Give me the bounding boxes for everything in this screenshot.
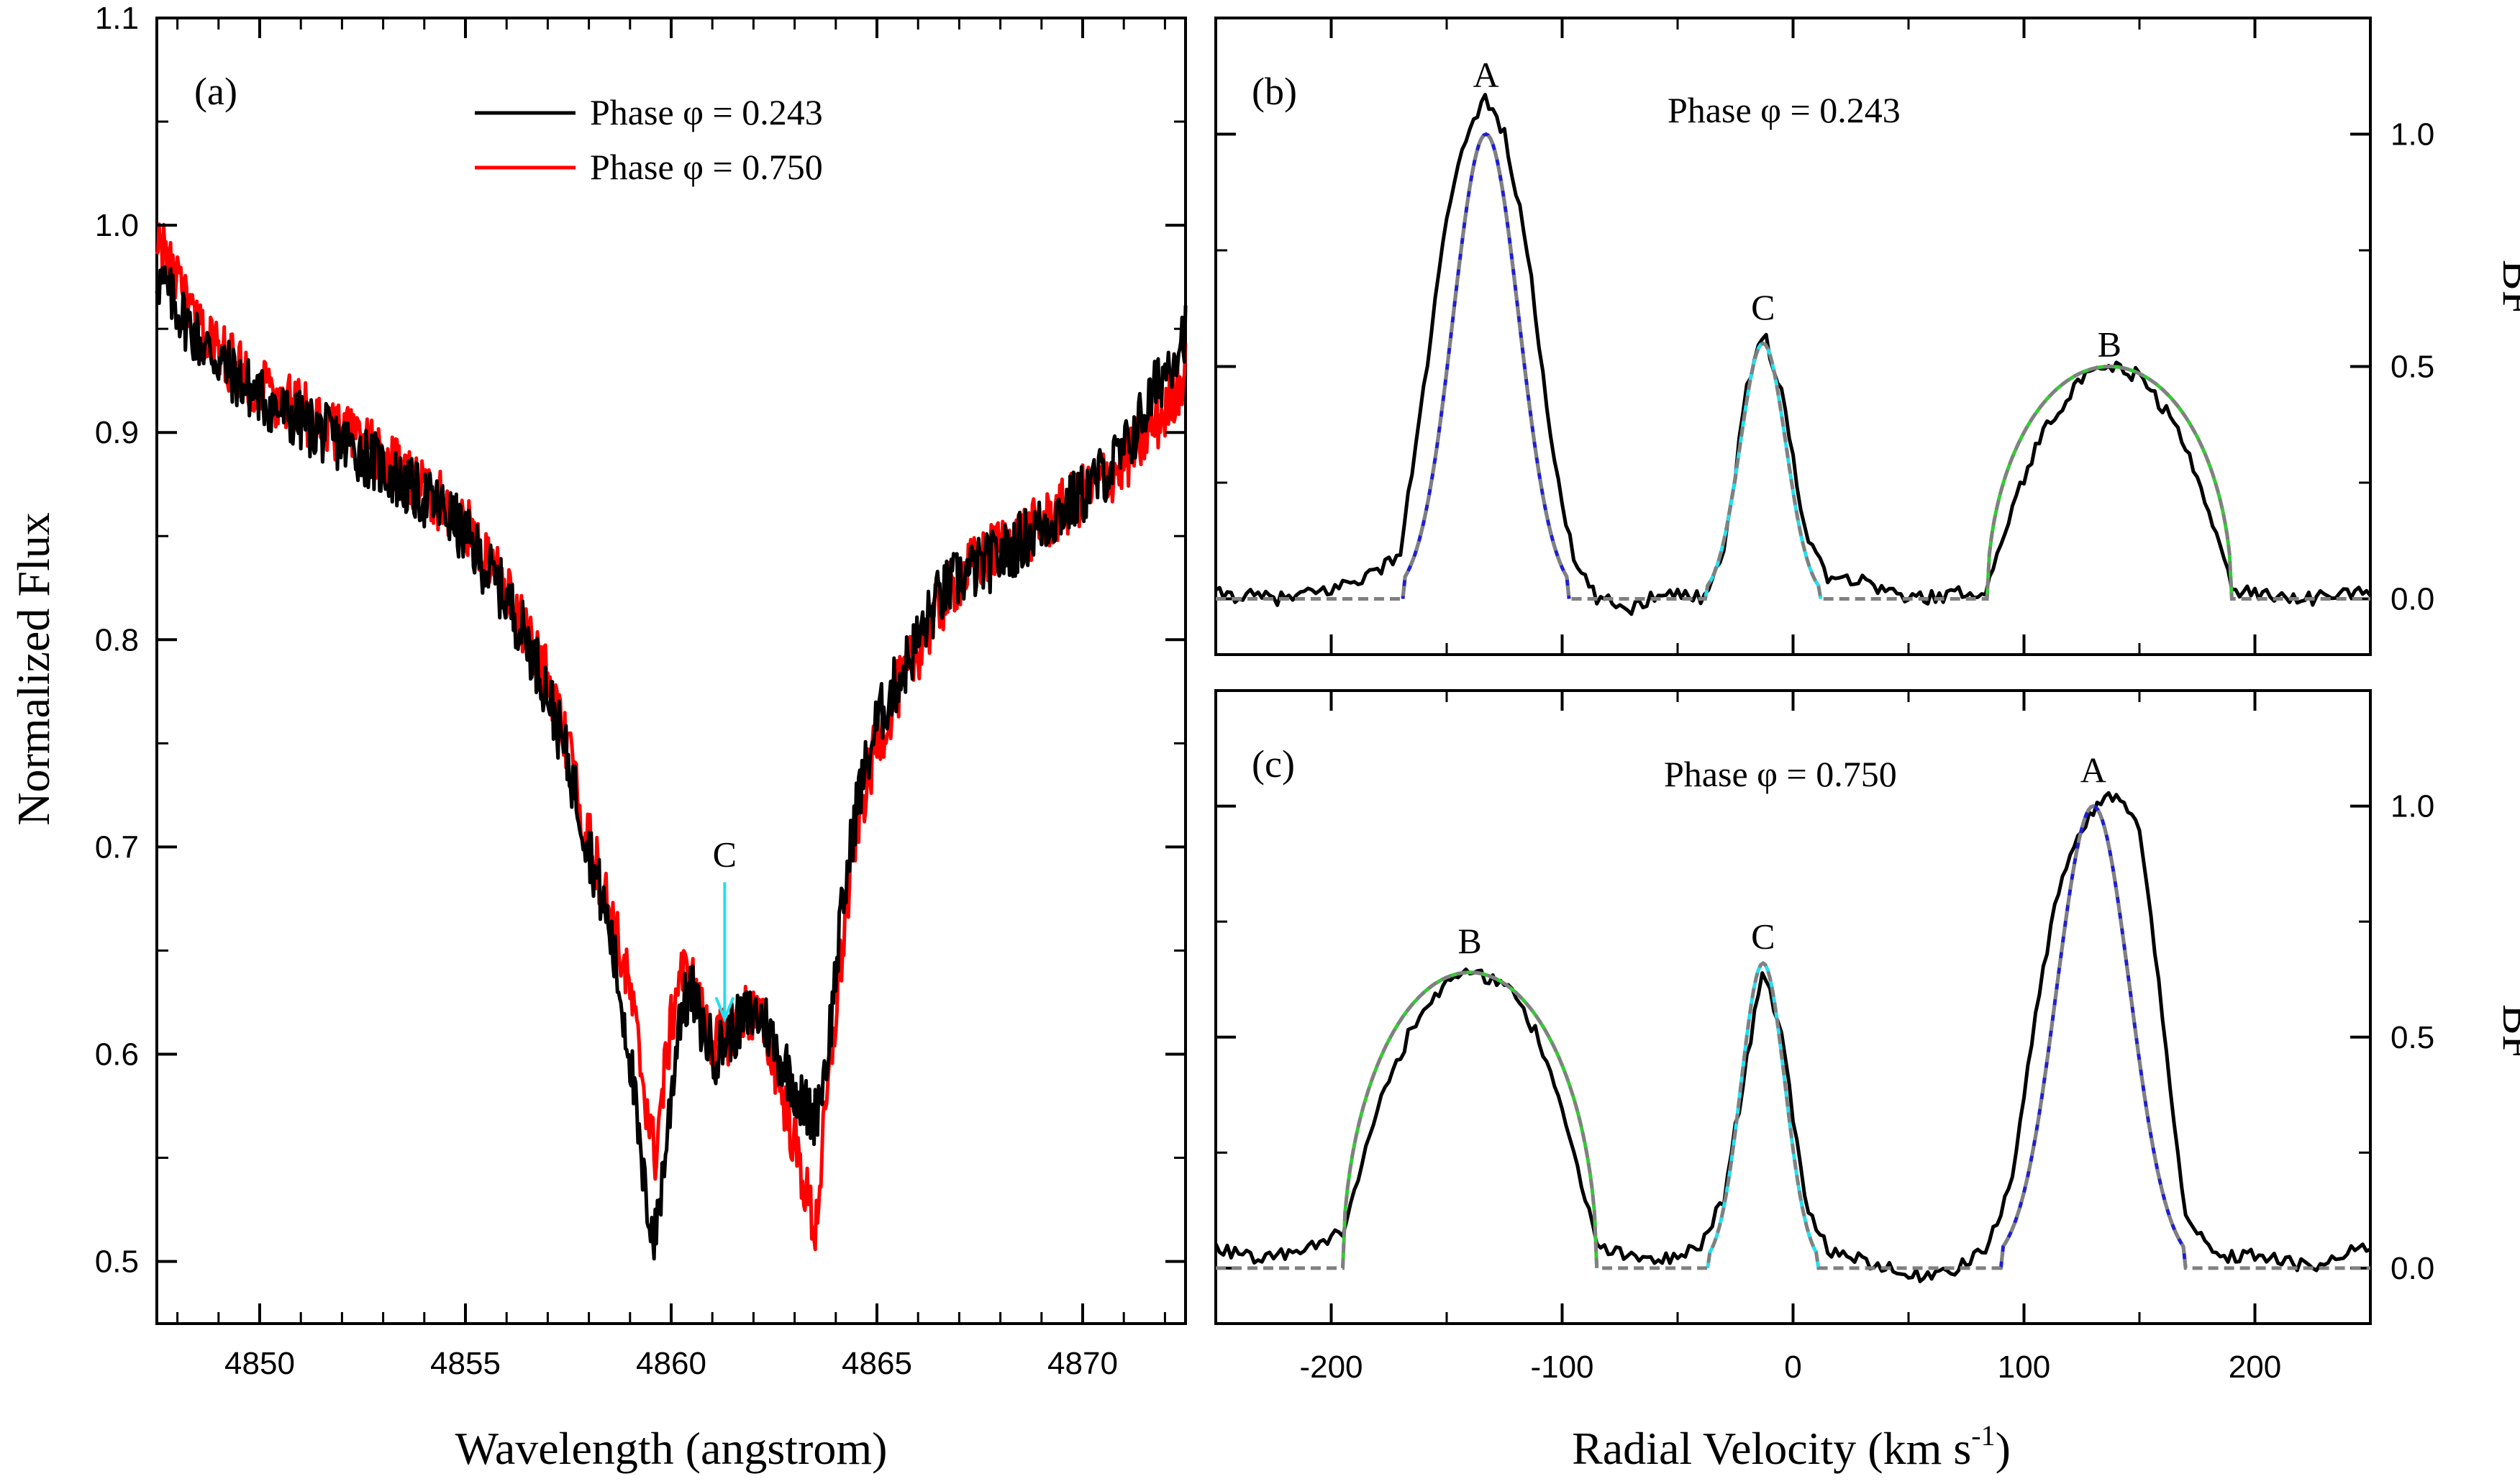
c-y-tick-label: 1.0	[2391, 789, 2434, 824]
panel-b-label: (b)	[1252, 70, 1297, 113]
panel-b: 0.0 0.5 1.0 A C B (b) Phase φ = 0.243 BF	[1214, 17, 2520, 656]
panel-b-y-axis-title: BF	[2493, 260, 2520, 316]
b-bf-observed	[1214, 93, 2372, 616]
spectrum-phase-0243	[155, 265, 1188, 1261]
c-peak-label-b: B	[1457, 921, 1481, 961]
panel-b-phase-title: Phase φ = 0.243	[1668, 90, 1901, 130]
y-axis-title-normalized-flux: Normalized Flux	[8, 512, 59, 825]
b-fit-component-c	[1703, 341, 1823, 599]
a-y-tick-label: 0.9	[95, 415, 139, 450]
rv-title-close: )	[1996, 1423, 2011, 1474]
a-y-tick-label: 0.6	[95, 1037, 139, 1072]
a-y-tick-label: 1.0	[95, 208, 139, 243]
b-peak-label-c: C	[1751, 287, 1775, 327]
a-x-tick-label: 4855	[430, 1346, 501, 1381]
panel-a: 4850 4855 4860 4865 4870 0.5 0.6 0.7 0.8 0.9 1.0 1.…	[8, 1, 1188, 1474]
c-x-tick-label: -200	[1299, 1349, 1363, 1385]
c-bf-observed	[1214, 791, 2371, 1283]
c-peak-label-a: A	[2080, 750, 2106, 790]
c-fit-component-a	[1998, 804, 2188, 1269]
panel-c-label: (c)	[1252, 742, 1295, 786]
c-fit-component-c	[1706, 960, 1821, 1269]
c-fit-component-b	[1341, 970, 1599, 1269]
panel-a-label: (a)	[194, 70, 237, 113]
rv-title-superscript: -1	[1971, 1419, 1995, 1452]
c-x-tick-label: 100	[1998, 1349, 2050, 1385]
legend-label-phase-0243: Phase φ = 0.243	[590, 92, 823, 132]
b-y-tick-label: 0.0	[2391, 581, 2434, 616]
a-x-tick-label: 4850	[224, 1346, 295, 1381]
a-x-tick-label: 4865	[842, 1346, 912, 1381]
legend: Phase φ = 0.243 Phase φ = 0.750	[475, 92, 823, 187]
a-y-tick-label: 0.5	[95, 1244, 139, 1280]
c-y-tick-label: 0.0	[2391, 1251, 2434, 1286]
annotation-label-c: C	[713, 834, 737, 874]
b-peak-label-b: B	[2098, 324, 2121, 364]
a-x-tick-label: 4870	[1047, 1346, 1118, 1381]
a-y-tick-label: 0.8	[95, 622, 139, 657]
annotation-arrow-head	[714, 996, 735, 1023]
c-x-tick-label: 200	[2229, 1349, 2281, 1385]
panel-c-y-axis-title: BF	[2493, 1004, 2520, 1060]
a-x-tick-label: 4860	[636, 1346, 706, 1381]
legend-label-phase-0750: Phase φ = 0.750	[590, 147, 823, 187]
a-y-tick-label: 1.1	[95, 1, 139, 36]
rv-title-main: Radial Velocity (km s	[1572, 1423, 1971, 1474]
b-peak-label-a: A	[1473, 55, 1499, 95]
c-peak-label-c: C	[1751, 916, 1775, 957]
b-y-tick-label: 0.5	[2391, 349, 2434, 384]
x-axis-title-radial-velocity: Radial Velocity (km s-1)	[1572, 1419, 2011, 1474]
c-x-tick-label: -100	[1530, 1349, 1593, 1385]
c-fit-combined	[1216, 804, 2370, 1270]
a-y-tick-label: 0.7	[95, 829, 139, 865]
b-fit-combined	[1216, 132, 2370, 601]
b-y-tick-label: 1.0	[2391, 117, 2434, 152]
panel-c: -200 -100 0 100 200 0.0 0.5 1.0 B C A (c) Phase φ …	[1214, 689, 2520, 1474]
c-x-tick-label: 0	[1784, 1349, 1801, 1385]
x-axis-title-wavelength: Wavelength (angstrom)	[455, 1423, 888, 1474]
panel-c-phase-title: Phase φ = 0.750	[1664, 754, 1897, 794]
c-y-tick-label: 0.5	[2391, 1020, 2434, 1055]
